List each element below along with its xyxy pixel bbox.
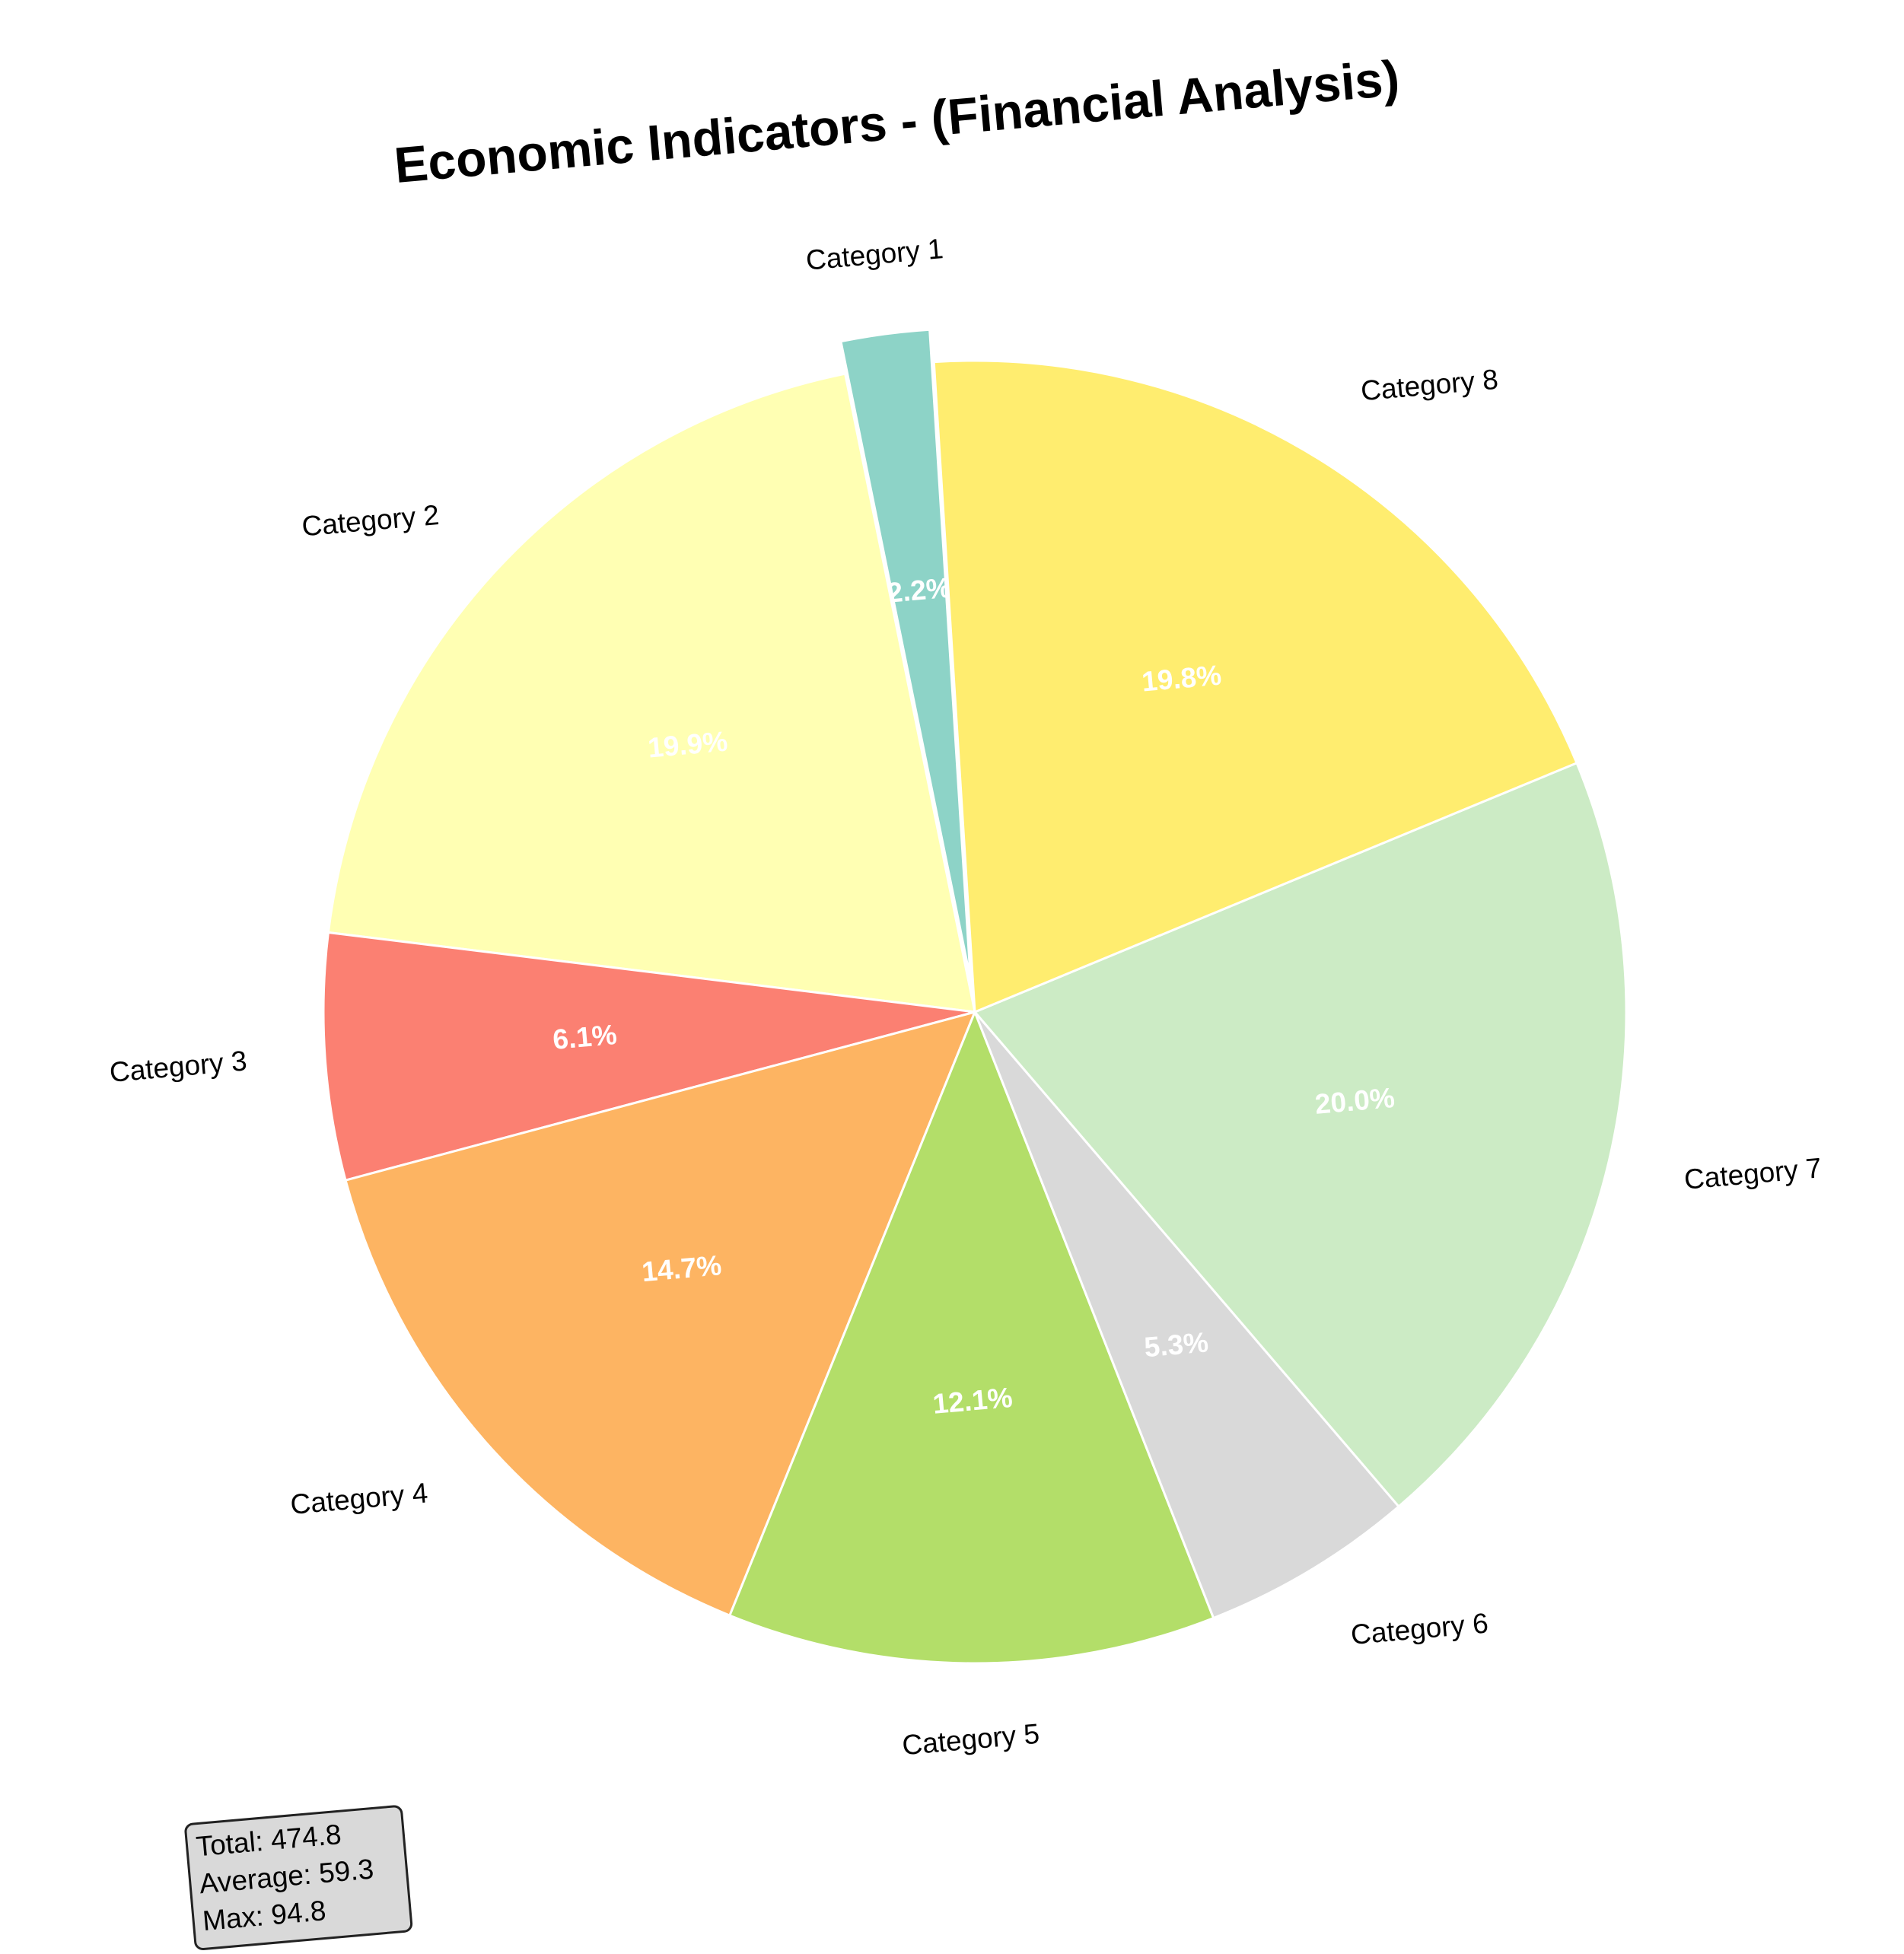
percent-label: 6.1% (552, 1019, 619, 1055)
percent-label: 12.1% (931, 1382, 1014, 1420)
percent-label: 5.3% (1143, 1326, 1210, 1363)
chart-title: Economic Indicators - (Financial Analysi… (392, 49, 1402, 193)
slice-label: Category 4 (289, 1477, 429, 1520)
slice-label: Category 6 (1349, 1607, 1489, 1650)
pie-slice (973, 761, 1628, 1509)
slice-label: Category 5 (901, 1718, 1041, 1761)
slice-label: Category 7 (1683, 1152, 1823, 1195)
pie-slice (839, 328, 972, 980)
percent-label: 2.2% (886, 572, 953, 609)
slice-label: Category 8 (1359, 364, 1499, 407)
pie-slice (322, 931, 976, 1182)
percent-label: 20.0% (1313, 1082, 1396, 1120)
stats-box-frame (184, 1805, 413, 1950)
pie-slice (326, 372, 976, 1014)
percent-label: 19.9% (647, 726, 729, 764)
pie-slice (973, 1011, 1401, 1620)
percent-label: 14.7% (641, 1249, 723, 1287)
pie-slice (344, 1010, 977, 1618)
slice-label: Category 3 (108, 1045, 248, 1088)
percent-label: 19.8% (1141, 660, 1223, 698)
pie-slice (932, 359, 1578, 1014)
pie-slice (728, 1008, 1215, 1665)
stats-box: Total: 474.8 Average: 59.3 Max: 94.8 (184, 1805, 413, 1950)
slice-label: Category 2 (301, 499, 441, 543)
slice-label: Category 1 (804, 233, 944, 276)
